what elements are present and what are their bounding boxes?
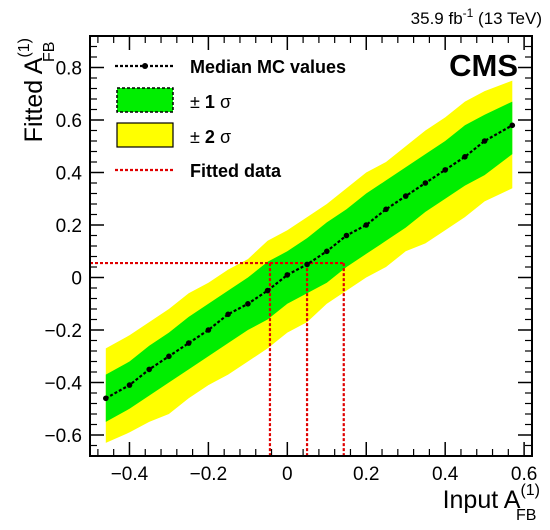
x-tick-label: 0.2 bbox=[353, 464, 379, 485]
legend-fitted-label: Fitted data bbox=[190, 161, 282, 181]
median-point bbox=[509, 122, 516, 129]
median-series bbox=[103, 122, 516, 402]
y-tick-label: 0.8 bbox=[56, 59, 82, 80]
median-point bbox=[284, 272, 291, 278]
uncertainty-bands bbox=[105, 80, 513, 443]
y-tick-label: −0.6 bbox=[44, 426, 82, 447]
legend-band1-swatch bbox=[116, 87, 174, 113]
median-point bbox=[383, 206, 389, 213]
median-point bbox=[462, 154, 468, 160]
median-point bbox=[304, 261, 310, 268]
median-point bbox=[402, 193, 409, 199]
median-point bbox=[185, 340, 192, 346]
y-tick-label: 0 bbox=[71, 269, 82, 290]
band-1sigma bbox=[105, 101, 513, 422]
legend-median-marker bbox=[142, 63, 148, 69]
y-tick-label: 0.2 bbox=[56, 216, 82, 237]
median-point bbox=[363, 222, 370, 228]
median-point bbox=[264, 287, 271, 294]
y-tick-label: 0.6 bbox=[56, 111, 82, 132]
x-axis-title: Input A(1) FB bbox=[443, 482, 540, 524]
legend-median-label: Median MC values bbox=[190, 57, 346, 77]
y-tick-label: 0.4 bbox=[56, 164, 83, 185]
legend-band1-label: ± 1 σ bbox=[190, 92, 231, 112]
x-tick-label: 0 bbox=[282, 464, 293, 485]
cms-label: CMS bbox=[449, 48, 518, 83]
legend-band2-label: ± 2 σ bbox=[190, 127, 231, 147]
median-point bbox=[126, 382, 133, 388]
axis-ticks: −0.4 −0.2 0 0.2 0.4 0.6 −0.6 −0.4 −0.2 0 0.2 0.4 0.6… bbox=[44, 36, 537, 485]
x-tick-label: 0.4 bbox=[432, 464, 459, 485]
legend: Median MC values ± 1 σ ± 2 σ Fitted data bbox=[115, 57, 346, 181]
median-point bbox=[166, 353, 172, 360]
lumi-label: 35.9 fb-1 (13 TeV) bbox=[411, 6, 542, 28]
legend-band2-swatch bbox=[116, 122, 174, 148]
median-point bbox=[481, 138, 488, 144]
x-tick-label: 0.6 bbox=[511, 464, 537, 485]
fitted-data-lines bbox=[90, 261, 345, 456]
plot-area bbox=[90, 80, 516, 456]
median-point bbox=[422, 180, 429, 186]
median-point bbox=[343, 232, 350, 239]
y-tick-label: −0.2 bbox=[44, 321, 82, 342]
median-point bbox=[442, 167, 449, 173]
y-tick-label: −0.4 bbox=[44, 374, 82, 395]
median-point bbox=[205, 327, 212, 333]
median-point bbox=[245, 301, 251, 307]
y-axis-title: Fitted A(1) FB bbox=[16, 38, 58, 142]
median-point bbox=[225, 311, 231, 318]
x-tick-label: −0.2 bbox=[190, 464, 228, 485]
median-point bbox=[324, 248, 330, 255]
median-point bbox=[103, 395, 109, 402]
x-tick-label: −0.4 bbox=[111, 464, 149, 485]
median-point bbox=[146, 366, 152, 373]
